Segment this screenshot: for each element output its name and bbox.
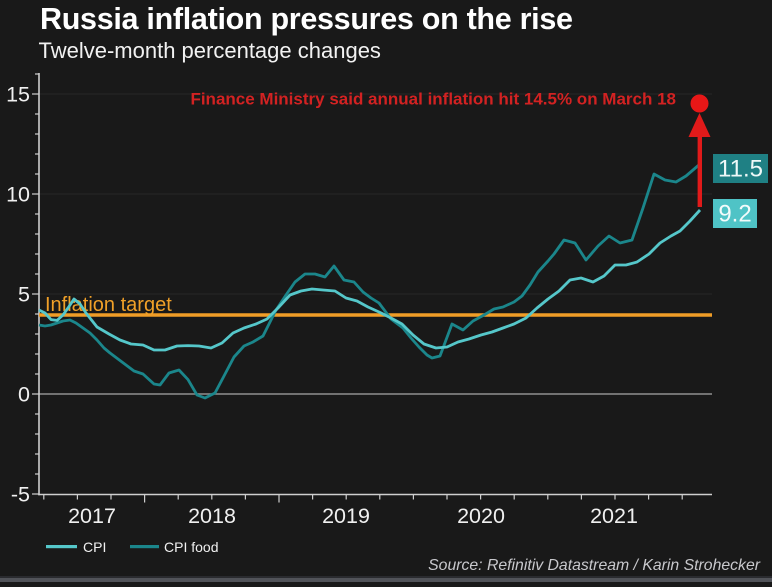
svg-text:10: 10 [6, 183, 30, 207]
svg-text:Twelve-month percentage change: Twelve-month percentage changes [39, 38, 381, 63]
svg-text:CPI food: CPI food [164, 539, 218, 555]
svg-text:15: 15 [6, 83, 30, 107]
svg-text:11.5: 11.5 [718, 156, 763, 183]
svg-text:2020: 2020 [457, 504, 505, 528]
svg-text:5: 5 [18, 283, 30, 307]
svg-text:0: 0 [18, 383, 30, 407]
svg-text:CPI: CPI [83, 539, 106, 555]
svg-text:2017: 2017 [68, 504, 116, 528]
svg-text:Inflation target: Inflation target [45, 294, 172, 316]
svg-text:2019: 2019 [322, 504, 370, 528]
svg-text:2021: 2021 [590, 504, 638, 528]
svg-text:Russia inflation pressures on: Russia inflation pressures on the rise [40, 2, 573, 36]
svg-text:Finance Ministry said annual i: Finance Ministry said annual inflation h… [190, 90, 676, 109]
svg-text:-5: -5 [11, 483, 30, 507]
svg-text:9.2: 9.2 [718, 201, 751, 228]
svg-text:Source: Refinitiv Datastream /: Source: Refinitiv Datastream / Karin Str… [428, 557, 761, 574]
svg-text:2018: 2018 [188, 504, 236, 528]
